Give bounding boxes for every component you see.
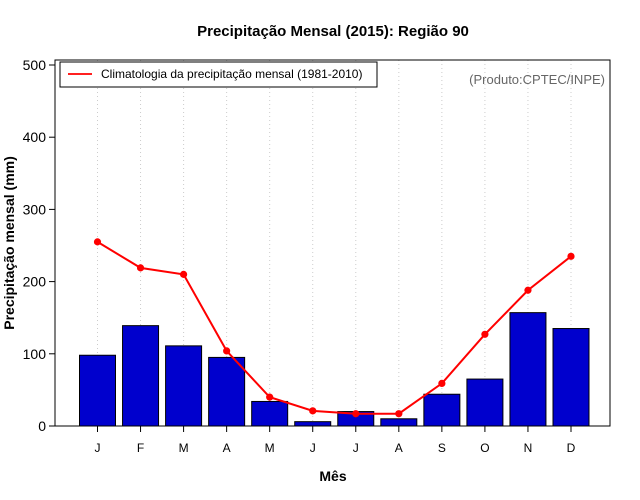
legend-box: [59, 61, 378, 88]
bar-1: [79, 354, 116, 427]
bar-3: [165, 345, 203, 427]
x-tick-label: J: [353, 441, 359, 455]
plot-frame: [54, 59, 611, 427]
x-tick-label: J: [310, 441, 316, 455]
climatology-point-4: [223, 347, 231, 355]
y-tick-label: 400: [23, 129, 47, 145]
legend: Climatologia da precipitação mensal (198…: [59, 61, 378, 88]
source-note: (Produto:CPTEC/INPE): [469, 72, 605, 87]
climatology-point-6: [309, 407, 317, 415]
climatology-point-1: [93, 238, 102, 246]
bar-6: [294, 421, 332, 427]
y-tick-label: 500: [23, 57, 47, 73]
chart-title: Precipitação Mensal (2015): Região 90: [197, 23, 469, 40]
bar-2: [122, 325, 160, 427]
x-tick-label: D: [567, 441, 576, 455]
climatology-point-10: [481, 330, 489, 338]
climatology-point-9: [438, 379, 446, 388]
bar-5: [251, 400, 289, 427]
climatology-line: [93, 238, 575, 418]
y-tick-label: 300: [23, 201, 47, 217]
bar-12: [552, 328, 590, 427]
x-tick-label: F: [137, 441, 144, 455]
climatology-point-12: [567, 252, 575, 260]
y-axis-label: Precipitação mensal (mm): [1, 156, 17, 330]
legend-label: Climatologia da precipitação mensal (198…: [101, 67, 362, 81]
climatology-point-2: [136, 264, 145, 272]
climatology-point-11: [524, 286, 532, 294]
x-tick-label: S: [438, 441, 446, 455]
x-tick-label: M: [265, 441, 275, 455]
x-axis-label: Mês: [319, 468, 346, 484]
climatology-point-7: [352, 410, 360, 418]
bar-9: [423, 393, 461, 427]
climatology-point-8: [395, 410, 403, 418]
climatology-point-5: [266, 393, 274, 401]
climatology-polyline: [96, 241, 572, 415]
bars: [79, 312, 590, 427]
bar-10: [466, 378, 504, 427]
bar-11: [509, 312, 547, 427]
bar-8: [380, 418, 418, 427]
y-tick-label: 200: [23, 274, 47, 290]
x-tick-label: O: [480, 441, 489, 455]
y-tick-label: 100: [23, 346, 47, 362]
x-tick-label: N: [524, 441, 533, 455]
y-axis: 0 100 200 300 400 500: [23, 57, 55, 434]
x-tick-label: A: [395, 441, 403, 455]
climatology-point-3: [179, 270, 188, 278]
x-tick-label: A: [223, 441, 231, 455]
x-tick-label: J: [95, 441, 101, 455]
y-tick-label: 0: [38, 418, 46, 434]
x-tick-label: M: [179, 441, 189, 455]
bar-4: [208, 356, 246, 427]
